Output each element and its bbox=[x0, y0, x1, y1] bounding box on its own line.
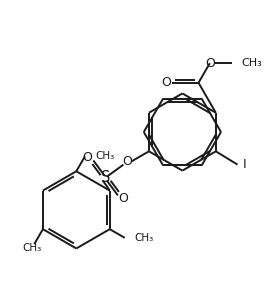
Text: CH₃: CH₃ bbox=[95, 151, 114, 161]
Text: S: S bbox=[101, 170, 110, 185]
Text: O: O bbox=[119, 192, 129, 204]
Text: O: O bbox=[83, 151, 93, 164]
Text: O: O bbox=[205, 57, 215, 70]
Text: CH₃: CH₃ bbox=[242, 58, 263, 68]
Text: O: O bbox=[122, 156, 132, 168]
Text: I: I bbox=[243, 158, 246, 171]
Text: CH₃: CH₃ bbox=[135, 233, 154, 243]
Text: CH₃: CH₃ bbox=[22, 243, 41, 253]
Text: O: O bbox=[161, 76, 171, 89]
